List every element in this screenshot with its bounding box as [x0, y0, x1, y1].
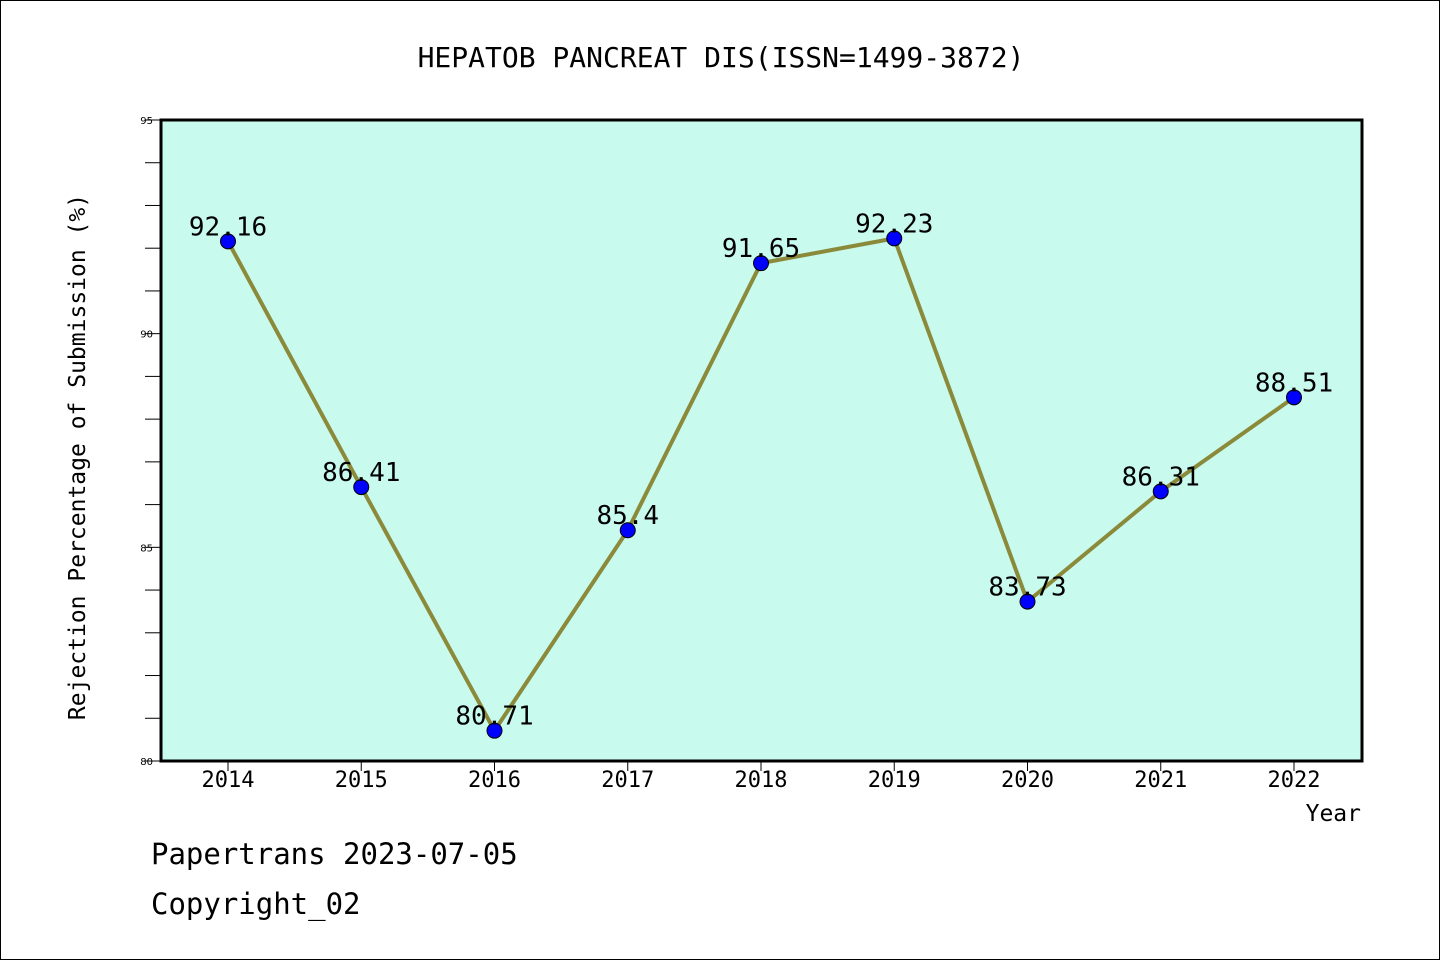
x-tick-label: 2020: [1001, 768, 1054, 793]
data-label: 91.65: [722, 234, 800, 264]
data-point: [886, 230, 903, 247]
plot-area: [161, 120, 1362, 761]
data-point: [753, 255, 769, 272]
data-label: 92.16: [189, 212, 267, 242]
x-tick-label: 2014: [202, 768, 255, 793]
chart-title: HEPATOB PANCREAT DIS(ISSN=1499-3872): [418, 41, 1025, 74]
footer-copyright: Copyright_02: [151, 887, 361, 921]
data-point: [619, 522, 636, 539]
y-axis-label: Rejection Percentage of Submission (%): [65, 194, 91, 720]
x-tick-label: 2022: [1268, 768, 1321, 793]
data-label: 92.23: [855, 209, 933, 239]
data-point: [1286, 389, 1302, 406]
y-tick-label: 85: [140, 543, 153, 554]
data-label: 83.73: [988, 573, 1066, 603]
data-label: 86.41: [322, 458, 400, 488]
plot-border: [159, 118, 1364, 763]
y-axis-ticks: 80 85 90 95: [140, 116, 161, 768]
x-tick-label: 2017: [601, 768, 654, 793]
y-tick-label: 80: [140, 757, 153, 768]
x-tick-label: 2019: [868, 768, 921, 793]
x-axis-ticks: 2014 2015 2016 2017 2018 2019 2020 2021 2022: [202, 761, 1321, 793]
y-tick-label: 90: [140, 330, 153, 341]
data-label: 85.4: [596, 501, 659, 531]
data-point: [1019, 593, 1036, 610]
footer-date: Papertrans 2023-07-05: [151, 837, 518, 871]
x-axis-label: Year: [1306, 801, 1361, 827]
data-point: [353, 479, 370, 496]
data-point: [220, 233, 236, 250]
data-labels-group: 92.16 86.41 80.71 85.4 91.65 92.23 83.73 86.31 8…: [189, 209, 1333, 731]
data-label: 86.31: [1122, 462, 1200, 492]
x-tick-label: 2018: [735, 768, 788, 793]
x-tick-label: 2016: [468, 768, 521, 793]
series-group: [220, 230, 1302, 739]
x-tick-label: 2021: [1134, 768, 1187, 793]
x-tick-label: 2015: [335, 768, 388, 793]
data-label: 88.51: [1255, 368, 1333, 398]
data-point: [1152, 483, 1169, 500]
y-tick-label: 95: [140, 116, 153, 127]
data-label: 80.71: [455, 702, 533, 732]
data-point: [486, 722, 503, 739]
